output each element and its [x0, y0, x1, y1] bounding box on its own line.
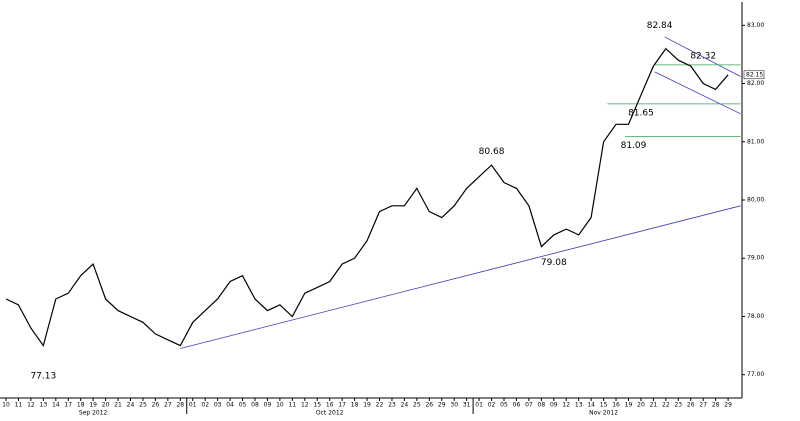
- x-tick-label: 26: [152, 402, 160, 409]
- y-tick-label: 83.00: [747, 22, 764, 29]
- x-tick-label: 02: [488, 402, 496, 409]
- x-tick-label: 04: [226, 402, 234, 409]
- x-tick-label: 12: [27, 402, 35, 409]
- price-line: [5, 47, 729, 347]
- x-tick-label: 15: [600, 402, 608, 409]
- month-label: Nov 2012: [589, 410, 618, 417]
- x-tick-label: 27: [164, 402, 172, 409]
- x-tick-label: 16: [326, 402, 334, 409]
- x-tick-label: 14: [587, 402, 595, 409]
- x-tick-label: 25: [139, 402, 147, 409]
- x-tick-label: 14: [52, 402, 60, 409]
- x-tick-label: 13: [575, 402, 583, 409]
- x-tick-label: 26: [687, 402, 695, 409]
- x-tick-label: 25: [413, 402, 421, 409]
- x-tick-label: 21: [114, 402, 122, 409]
- y-tick-label: 77.00: [747, 371, 764, 378]
- x-tick-label: 18: [351, 402, 359, 409]
- x-tick-label: 13: [40, 402, 48, 409]
- y-tick-label: 78.00: [747, 313, 764, 320]
- x-tick-label: 28: [176, 402, 184, 409]
- x-tick-label: 11: [15, 402, 23, 409]
- x-tick-label: 29: [724, 402, 732, 409]
- x-tick-label: 30: [450, 402, 458, 409]
- x-tick-label: 16: [612, 402, 620, 409]
- x-tick-label: 17: [338, 402, 346, 409]
- x-tick-label: 01: [475, 402, 483, 409]
- x-tick-label: 19: [625, 402, 633, 409]
- x-tick-label: 24: [127, 402, 135, 409]
- x-tick-label: 02: [201, 402, 209, 409]
- x-tick-label: 05: [500, 402, 508, 409]
- x-tick-label: 31: [463, 402, 471, 409]
- x-tick-label: 03: [214, 402, 222, 409]
- x-tick-label: 28: [712, 402, 720, 409]
- y-tick-label: 81.00: [747, 138, 764, 145]
- x-tick-label: 08: [251, 402, 259, 409]
- annotation: 81.09: [621, 141, 647, 151]
- x-tick-label: 09: [264, 402, 272, 409]
- x-tick-label: 09: [550, 402, 558, 409]
- x-tick-label: 21: [650, 402, 658, 409]
- x-tick-label: 23: [674, 402, 682, 409]
- x-tick-label: 19: [89, 402, 97, 409]
- x-tick-label: 17: [64, 402, 72, 409]
- x-tick-label: 05: [239, 402, 247, 409]
- x-tick-label: 24: [401, 402, 409, 409]
- annotation: 82.84: [647, 21, 673, 31]
- y-tick-label: 80.00: [747, 197, 764, 204]
- x-tick-label: 20: [102, 402, 110, 409]
- trend-line: [654, 71, 741, 115]
- x-tick-label: 11: [289, 402, 297, 409]
- current-price-label: 82.15: [746, 71, 763, 78]
- x-tick-label: 12: [301, 402, 309, 409]
- x-tick-label: 20: [637, 402, 645, 409]
- annotation: 79.08: [541, 258, 567, 268]
- x-tick-label: 27: [699, 402, 707, 409]
- annotation: 81.65: [628, 108, 654, 118]
- y-tick-label: 79.00: [747, 255, 764, 262]
- month-label: Sep 2012: [79, 410, 108, 417]
- x-tick-label: 18: [77, 402, 85, 409]
- current-price-box: [743, 70, 765, 80]
- x-tick-label: 10: [276, 402, 284, 409]
- x-tick-label: 19: [363, 402, 371, 409]
- annotation: 80.68: [479, 147, 505, 157]
- x-tick-label: 08: [538, 402, 546, 409]
- trend-line: [180, 205, 741, 349]
- x-tick-label: 01: [189, 402, 197, 409]
- x-tick-label: 22: [662, 402, 670, 409]
- x-tick-label: 10: [2, 402, 10, 409]
- x-tick-label: 29: [438, 402, 446, 409]
- x-tick-label: 26: [425, 402, 433, 409]
- annotation: 82.32: [690, 51, 716, 61]
- x-tick-label: 07: [525, 402, 533, 409]
- x-tick-label: 15: [313, 402, 321, 409]
- month-label: Oct 2012: [316, 410, 344, 417]
- x-tick-label: 22: [376, 402, 384, 409]
- trend-line: [664, 36, 741, 77]
- y-tick-label: 82.00: [747, 80, 764, 87]
- annotation: 77.13: [30, 372, 56, 382]
- x-tick-label: 12: [562, 402, 570, 409]
- x-tick-label: 23: [388, 402, 396, 409]
- x-tick-label: 06: [513, 402, 521, 409]
